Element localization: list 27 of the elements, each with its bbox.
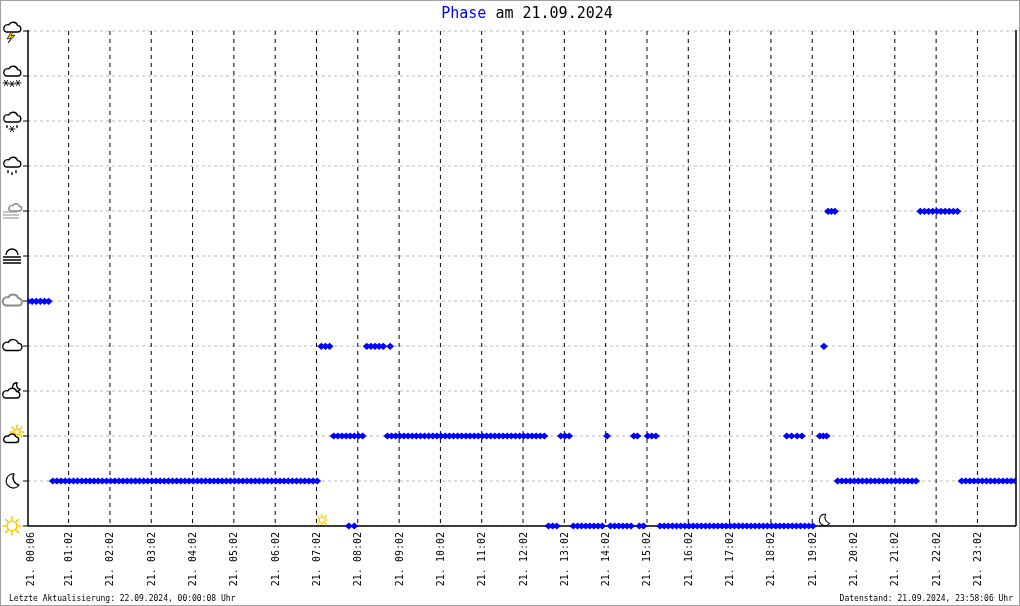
x-tick-label: 21. 01:02 (63, 532, 75, 587)
text: Letzte Aktualisierung: 22.09.2024, 00:00:08 Uhr (9, 593, 236, 603)
x-tick-label: 21. 17:02 (724, 532, 736, 587)
x-tick-label: 21. 23:02 (971, 532, 983, 587)
x-tick-label: 21. 02:02 (104, 532, 116, 587)
x-tick-label: 21. 19:02 (806, 532, 818, 587)
x-tick-label: 21. 18:02 (765, 532, 777, 587)
x-tick-label: 21. 21:02 (889, 532, 901, 587)
x-tick-label: 21. 15:02 (641, 532, 653, 587)
x-tick-label: 21. 07:02 (310, 532, 322, 587)
text: Datenstand: 21.09.2024, 23:58:06 Uhr (839, 593, 1014, 603)
x-tick-label: 21. 11:02 (476, 532, 488, 587)
x-tick-label: 21. 22:02 (930, 532, 942, 587)
x-tick-label: 21. 03:02 (145, 532, 157, 587)
x-tick-label: 21. 16:02 (682, 532, 694, 587)
x-tick-label: 21. 14:02 (600, 532, 612, 587)
x-tick-label: 21. 00:06 (24, 532, 36, 587)
x-tick-label: 21. 08:02 (352, 532, 364, 587)
x-tick-label: 21. 05:02 (228, 532, 240, 587)
x-tick-label: 21. 09:02 (393, 532, 405, 587)
x-tick-label: 21. 13:02 (558, 532, 570, 587)
x-tick-label: 21. 10:02 (434, 532, 446, 587)
chart-title: Phase am 21.09.2024 (441, 4, 613, 22)
x-tick-label: 21. 12:02 (517, 532, 529, 587)
x-tick-label: 21. 20:02 (848, 532, 860, 587)
x-tick-label: 21. 04:02 (187, 532, 199, 587)
x-tick-label: 21. 06:02 (269, 532, 281, 587)
